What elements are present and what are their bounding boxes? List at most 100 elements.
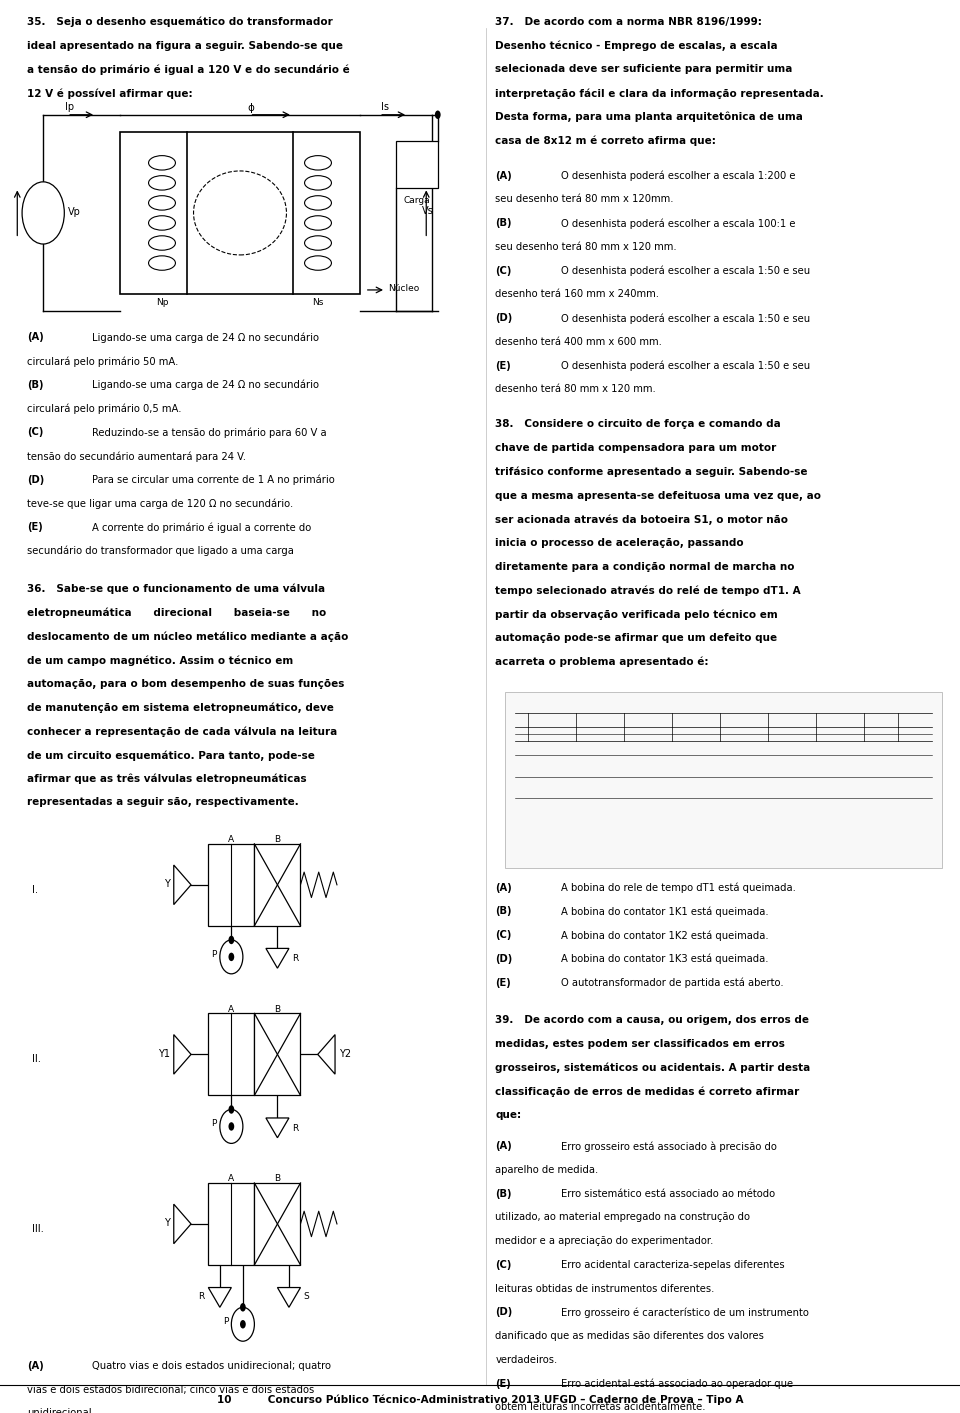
Ellipse shape xyxy=(149,175,176,191)
Text: (A): (A) xyxy=(27,1361,43,1371)
Text: (E): (E) xyxy=(27,523,42,533)
Text: Quatro vias e dois estados unidirecional; quatro: Quatro vias e dois estados unidirecional… xyxy=(92,1361,331,1371)
Bar xyxy=(120,131,360,294)
Text: B: B xyxy=(275,1005,280,1015)
Text: ser acionada através da botoeira S1, o motor não: ser acionada através da botoeira S1, o m… xyxy=(495,514,788,524)
Text: S: S xyxy=(303,1291,309,1301)
Text: ideal apresentado na figura a seguir. Sabendo-se que: ideal apresentado na figura a seguir. Sa… xyxy=(27,41,343,51)
Text: trifásico conforme apresentado a seguir. Sabendo-se: trifásico conforme apresentado a seguir.… xyxy=(495,466,808,478)
Text: (E): (E) xyxy=(495,1379,511,1389)
Text: medidor e a apreciação do experimentador.: medidor e a apreciação do experimentador… xyxy=(495,1236,713,1246)
Text: (A): (A) xyxy=(495,171,512,181)
Text: circulará pelo primário 0,5 mA.: circulará pelo primário 0,5 mA. xyxy=(27,404,181,414)
Ellipse shape xyxy=(304,175,331,191)
Text: (B): (B) xyxy=(495,906,512,916)
Circle shape xyxy=(228,1105,234,1113)
Bar xyxy=(396,141,438,188)
Circle shape xyxy=(22,182,64,244)
Text: O desenhista poderá escolher a escala 100:1 e: O desenhista poderá escolher a escala 10… xyxy=(561,218,795,229)
Circle shape xyxy=(220,1109,243,1143)
Text: Y: Y xyxy=(164,879,170,889)
Text: classificação de erros de medidas é correto afirmar: classificação de erros de medidas é corr… xyxy=(495,1087,800,1096)
Circle shape xyxy=(231,1307,254,1341)
Ellipse shape xyxy=(149,236,176,250)
Text: (D): (D) xyxy=(27,475,44,485)
Text: O desenhista poderá escolher a escala 1:50 e seu: O desenhista poderá escolher a escala 1:… xyxy=(561,266,810,276)
Text: obtém leituras incorretas acidentalmente.: obtém leituras incorretas acidentalmente… xyxy=(495,1402,706,1412)
Text: Y1: Y1 xyxy=(158,1048,170,1058)
Text: I.: I. xyxy=(32,885,37,894)
Text: grosseiros, sistemáticos ou acidentais. A partir desta: grosseiros, sistemáticos ou acidentais. … xyxy=(495,1063,810,1074)
Text: unidirecional.: unidirecional. xyxy=(27,1409,95,1413)
Text: diretamente para a condição normal de marcha no: diretamente para a condição normal de ma… xyxy=(495,562,795,572)
Text: (C): (C) xyxy=(495,266,512,276)
Circle shape xyxy=(220,940,243,974)
Text: selecionada deve ser suficiente para permitir uma: selecionada deve ser suficiente para per… xyxy=(495,65,793,75)
Ellipse shape xyxy=(149,256,176,270)
Text: (D): (D) xyxy=(495,954,513,964)
Polygon shape xyxy=(208,1287,231,1307)
Circle shape xyxy=(228,935,234,944)
Text: Is: Is xyxy=(381,102,389,112)
Text: (B): (B) xyxy=(495,1188,512,1198)
Text: R: R xyxy=(292,954,299,964)
Text: Erro acidental caracteriza-sepelas diferentes: Erro acidental caracteriza-sepelas difer… xyxy=(561,1260,784,1270)
Text: Erro grosseiro é característico de um instrumento: Erro grosseiro é característico de um in… xyxy=(561,1307,808,1318)
Text: O desenhista poderá escolher a escala 1:50 e seu: O desenhista poderá escolher a escala 1:… xyxy=(561,314,810,324)
Bar xyxy=(208,1013,254,1095)
Text: interpretação fácil e clara da informação representada.: interpretação fácil e clara da informaçã… xyxy=(495,88,824,99)
Polygon shape xyxy=(266,1118,289,1137)
Text: III.: III. xyxy=(32,1224,43,1234)
Bar xyxy=(208,1183,254,1265)
Text: A corrente do primário é igual a corrente do: A corrente do primário é igual a corrent… xyxy=(92,523,311,533)
Bar xyxy=(187,151,293,274)
Text: P: P xyxy=(211,950,217,959)
Text: (D): (D) xyxy=(495,314,513,324)
Text: Carga: Carga xyxy=(403,196,430,205)
Text: 12 V é possível afirmar que:: 12 V é possível afirmar que: xyxy=(27,88,193,99)
Text: A: A xyxy=(228,1174,234,1184)
Polygon shape xyxy=(174,1204,191,1243)
Text: (D): (D) xyxy=(495,1307,513,1317)
Text: eletropneumática      direcional      baseia-se      no: eletropneumática direcional baseia-se no xyxy=(27,608,326,617)
Text: B: B xyxy=(275,835,280,845)
Text: automação pode-se afirmar que um defeito que: automação pode-se afirmar que um defeito… xyxy=(495,633,778,643)
Text: representadas a seguir são, respectivamente.: representadas a seguir são, respectivame… xyxy=(27,797,299,807)
Text: afirmar que as três válvulas eletropneumáticas: afirmar que as três válvulas eletropneum… xyxy=(27,774,306,784)
Text: Ip: Ip xyxy=(65,102,75,112)
Text: Ligando-se uma carga de 24 Ω no secundário: Ligando-se uma carga de 24 Ω no secundár… xyxy=(92,380,319,390)
Text: (C): (C) xyxy=(495,930,512,940)
Text: de um circuito esquemático. Para tanto, pode-se: de um circuito esquemático. Para tanto, … xyxy=(27,750,315,760)
Text: (E): (E) xyxy=(495,360,511,370)
Text: secundário do transformador que ligado a uma carga: secundário do transformador que ligado a… xyxy=(27,545,294,557)
Text: (A): (A) xyxy=(495,1142,512,1152)
Circle shape xyxy=(435,110,441,119)
Text: 36.   Sabe-se que o funcionamento de uma válvula: 36. Sabe-se que o funcionamento de uma v… xyxy=(27,584,325,595)
Text: aparelho de medida.: aparelho de medida. xyxy=(495,1164,599,1174)
Text: de manutenção em sistema eletropneumático, deve: de manutenção em sistema eletropneumátic… xyxy=(27,702,334,714)
Text: que a mesma apresenta-se defeituosa uma vez que, ao: que a mesma apresenta-se defeituosa uma … xyxy=(495,490,822,500)
Text: danificado que as medidas são diferentes dos valores: danificado que as medidas são diferentes… xyxy=(495,1331,764,1341)
Ellipse shape xyxy=(304,155,331,170)
Polygon shape xyxy=(174,865,191,904)
Bar xyxy=(254,1013,300,1095)
Text: (A): (A) xyxy=(495,883,512,893)
Text: Desenho técnico - Emprego de escalas, a escala: Desenho técnico - Emprego de escalas, a … xyxy=(495,41,778,51)
Text: ~: ~ xyxy=(38,208,48,218)
Text: seu desenho terá 80 mm x 120 mm.: seu desenho terá 80 mm x 120 mm. xyxy=(495,242,677,252)
Text: B: B xyxy=(275,1174,280,1184)
Text: Vp: Vp xyxy=(68,208,81,218)
Circle shape xyxy=(240,1320,246,1328)
Text: II.: II. xyxy=(32,1054,40,1064)
Text: desenho terá 80 mm x 120 mm.: desenho terá 80 mm x 120 mm. xyxy=(495,384,656,394)
Text: utilizado, ao material empregado na construção do: utilizado, ao material empregado na cons… xyxy=(495,1212,751,1222)
Text: leituras obtidas de instrumentos diferentes.: leituras obtidas de instrumentos diferen… xyxy=(495,1283,715,1293)
Ellipse shape xyxy=(304,236,331,250)
Text: Ns: Ns xyxy=(312,298,324,308)
Text: A bobina do contator 1K3 está queimada.: A bobina do contator 1K3 está queimada. xyxy=(561,954,768,964)
Text: desenho terá 400 mm x 600 mm.: desenho terá 400 mm x 600 mm. xyxy=(495,336,662,346)
Text: Erro sistemático está associado ao método: Erro sistemático está associado ao métod… xyxy=(561,1188,775,1198)
Ellipse shape xyxy=(304,216,331,230)
Text: que:: que: xyxy=(495,1111,521,1121)
Text: O desenhista poderá escolher a escala 1:200 e: O desenhista poderá escolher a escala 1:… xyxy=(561,171,795,181)
